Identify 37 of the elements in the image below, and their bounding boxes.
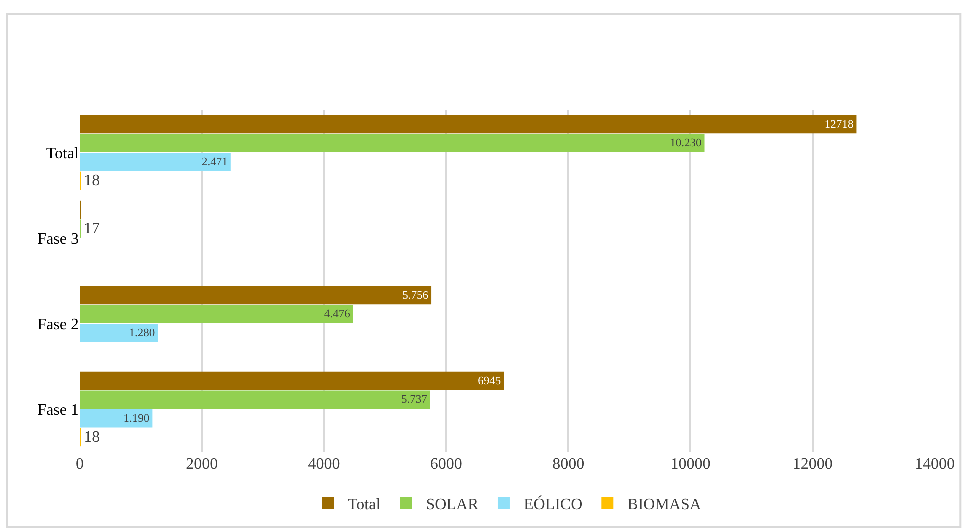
y-tick-label: Fase 3 bbox=[38, 230, 79, 248]
data-label: 12718 bbox=[824, 118, 854, 131]
x-tick-label: 2000 bbox=[186, 456, 218, 473]
data-label: 2.471 bbox=[202, 156, 228, 168]
bar bbox=[80, 372, 504, 390]
legend-label: SOLAR bbox=[426, 496, 479, 514]
data-label: 17 bbox=[84, 220, 100, 238]
bar bbox=[80, 134, 705, 152]
legend-label: Total bbox=[348, 496, 382, 514]
data-label: 5.756 bbox=[402, 290, 429, 302]
y-tick-label: Fase 1 bbox=[38, 402, 79, 419]
bar bbox=[80, 305, 354, 324]
x-tick-label: 12000 bbox=[792, 456, 833, 473]
data-label: 1.280 bbox=[129, 327, 156, 340]
data-label: 10.230 bbox=[670, 138, 702, 150]
data-label: 1.190 bbox=[124, 412, 150, 425]
legend-label: EÓLICO bbox=[524, 495, 583, 514]
y-tick-label: Total bbox=[46, 145, 80, 162]
bar bbox=[80, 390, 430, 409]
bar bbox=[80, 115, 857, 134]
x-tick-label: 14000 bbox=[915, 456, 955, 473]
x-tick-label: 8000 bbox=[552, 456, 585, 473]
x-tick-label: 0 bbox=[76, 456, 84, 473]
bar bbox=[80, 286, 432, 305]
bar bbox=[80, 410, 153, 428]
data-label: 6945 bbox=[478, 375, 502, 388]
legend-label: BIOMASA bbox=[628, 496, 702, 514]
x-tick-label: 4000 bbox=[308, 456, 340, 473]
data-label: 18 bbox=[84, 428, 100, 446]
data-label: 5.737 bbox=[401, 394, 428, 406]
x-tick-label: 6000 bbox=[430, 456, 462, 473]
bar bbox=[80, 324, 158, 342]
bar bbox=[80, 153, 231, 172]
data-label: 4.476 bbox=[324, 308, 351, 321]
x-tick-label: 10000 bbox=[670, 456, 711, 473]
y-tick-label: Fase 2 bbox=[38, 316, 79, 334]
data-label: 18 bbox=[84, 172, 100, 190]
